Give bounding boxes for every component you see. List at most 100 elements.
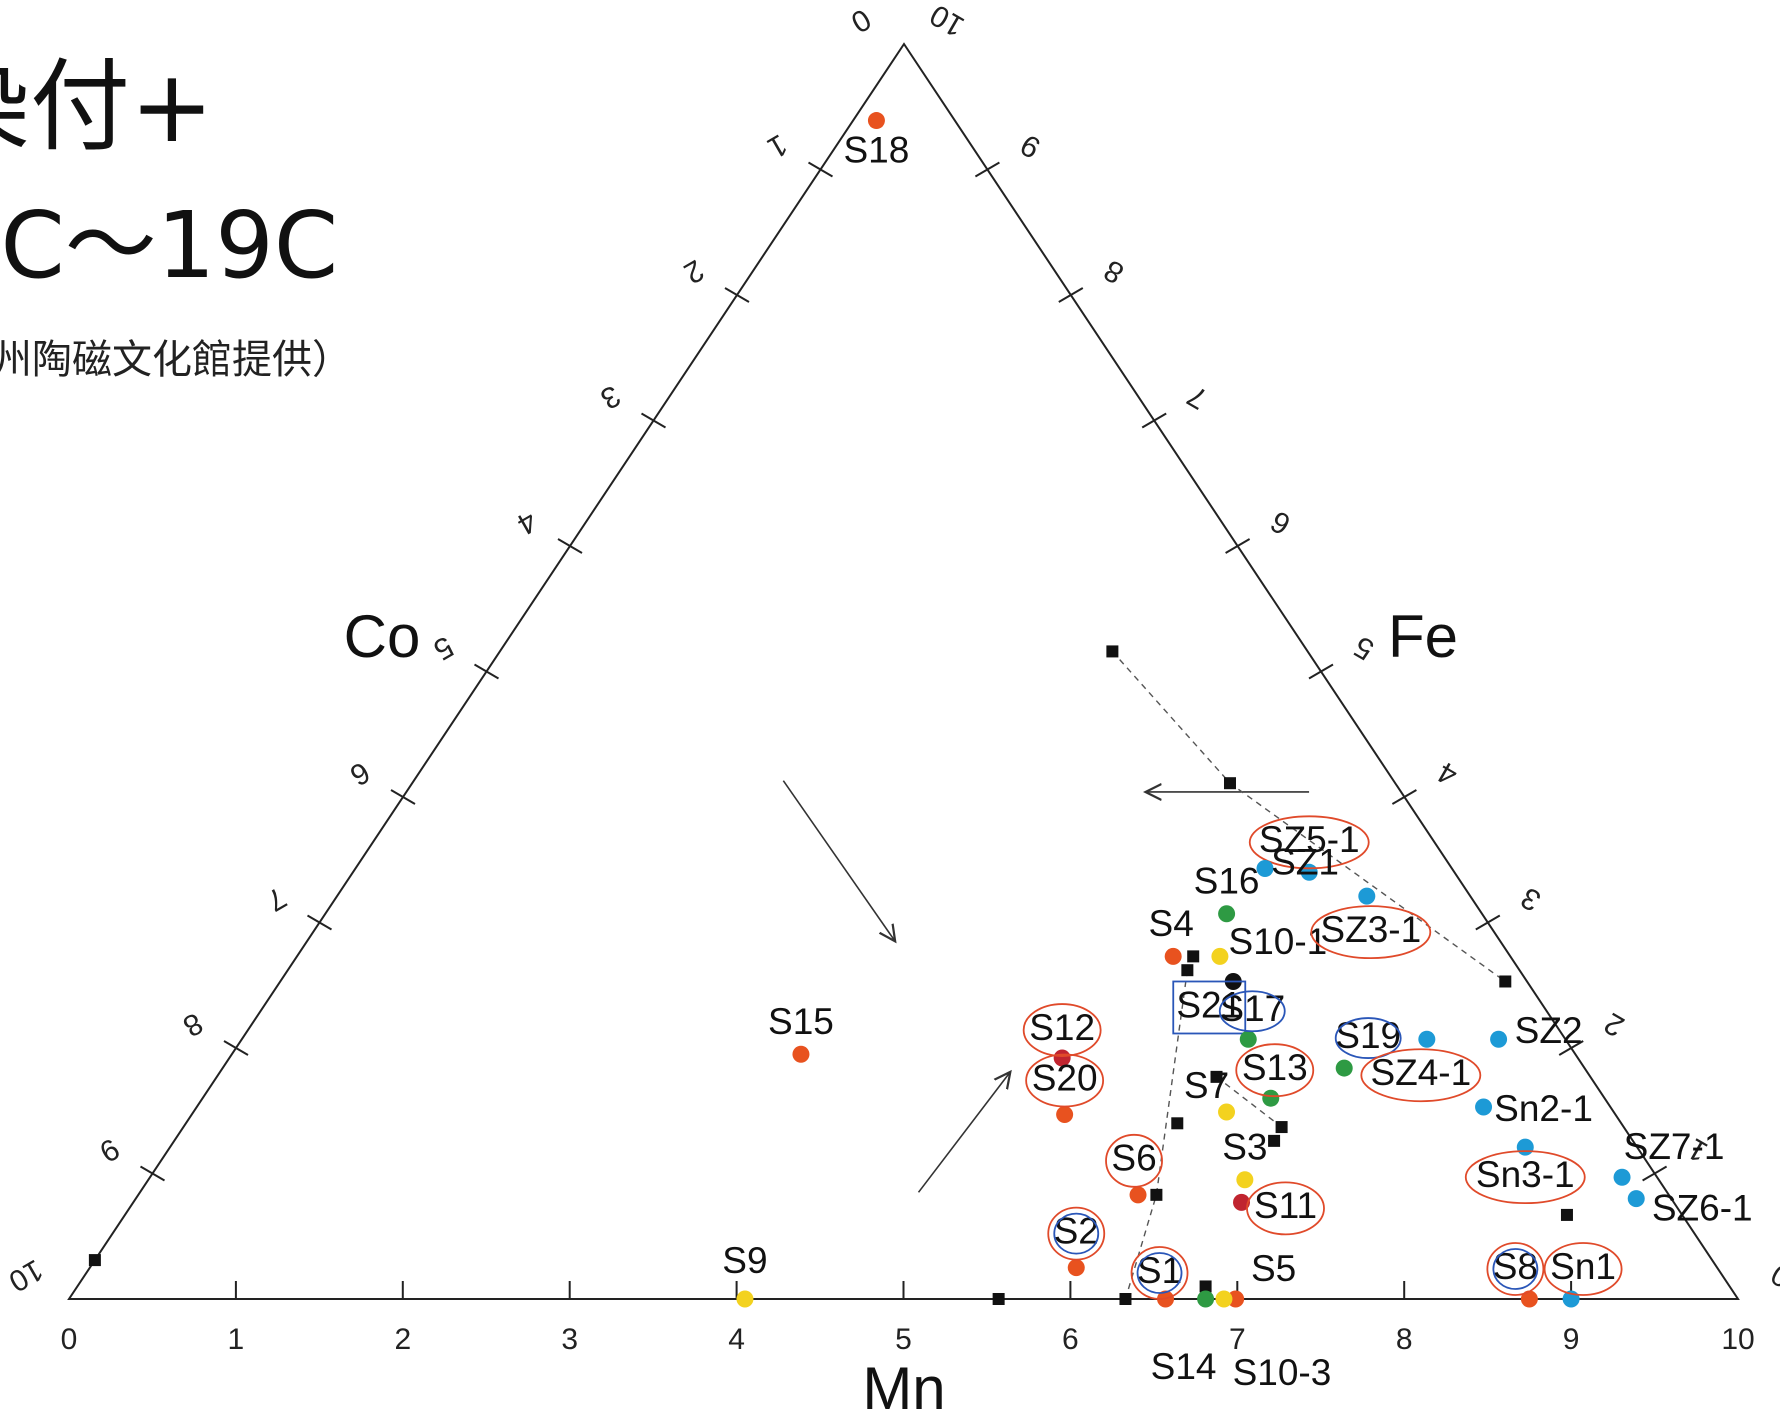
point-label-sz1: SZ1 <box>1271 841 1339 882</box>
right-tick <box>1308 663 1334 680</box>
reference-square <box>1119 1293 1132 1305</box>
reference-square <box>1275 1121 1288 1134</box>
point-label-s10-3: S10-3 <box>1233 1352 1332 1393</box>
point-s14 <box>1197 1290 1215 1308</box>
point-s6 <box>1129 1186 1147 1204</box>
left-tick-label: 10 <box>3 1253 48 1298</box>
right-tick-label: 5 <box>1349 629 1380 666</box>
right-tick <box>974 161 1000 178</box>
reference-square <box>1499 975 1512 988</box>
highlight-ring-red <box>1464 1150 1586 1205</box>
highlight-ring-red <box>1248 815 1370 870</box>
bottom-tick-label: 8 <box>1396 1323 1413 1356</box>
direction-arrow <box>782 780 895 942</box>
right-tick <box>1391 789 1417 805</box>
point-s13 <box>1262 1089 1280 1107</box>
direction-arrow <box>917 1072 1011 1193</box>
point-s15 <box>792 1045 810 1063</box>
point-label-s17: S17 <box>1219 988 1285 1029</box>
point-sz2 <box>1490 1030 1508 1048</box>
point-s8 <box>1520 1290 1538 1308</box>
point-label-sn1: Sn1 <box>1550 1246 1616 1287</box>
highlight-box-blue <box>1172 980 1247 1035</box>
dashed-trend-line <box>1216 1076 1283 1128</box>
right-tick <box>1141 412 1167 429</box>
right-tick-label: 7 <box>1182 378 1213 415</box>
point-s9 <box>736 1290 754 1308</box>
bottom-tick-label: 6 <box>1062 1323 1079 1356</box>
point-label-s15: S15 <box>768 1001 834 1042</box>
point-sz6-1 <box>1627 1190 1645 1208</box>
reference-square <box>88 1254 101 1267</box>
bottom-tick-label: 7 <box>1229 1323 1246 1356</box>
point-s19 <box>1335 1059 1353 1077</box>
point-label-s1: S1 <box>1137 1250 1182 1291</box>
point-label-sz6-1: SZ6-1 <box>1652 1187 1753 1228</box>
point-label-s20: S20 <box>1032 1057 1098 1098</box>
right-tick <box>1225 538 1251 554</box>
reference-square <box>1187 950 1200 963</box>
right-tick-label: 9 <box>1015 127 1046 164</box>
axis-name-mn: Mn <box>862 1355 945 1422</box>
highlight-ring-blue <box>1136 1252 1183 1294</box>
right-tick-label: 6 <box>1265 504 1296 541</box>
point-label-sz4-1: SZ4-1 <box>1370 1052 1471 1093</box>
point-label-s12: S12 <box>1029 1007 1095 1048</box>
highlight-ring-red <box>1486 1242 1545 1296</box>
left-tick <box>724 287 750 303</box>
point-label-sn3-1: Sn3-1 <box>1476 1154 1575 1195</box>
point-s20 <box>1056 1106 1074 1124</box>
point-label-s8: S8 <box>1493 1246 1538 1287</box>
point-sz1 <box>1256 860 1274 878</box>
reference-square <box>1106 645 1119 658</box>
point-s5 <box>1227 1290 1245 1308</box>
reference-square <box>1150 1188 1163 1201</box>
bottom-tick-label: 10 <box>1721 1323 1754 1356</box>
left-tick-label: 0 <box>845 2 876 39</box>
point-s4 <box>1164 947 1182 965</box>
right-tick <box>1475 914 1501 931</box>
right-tick <box>1558 1040 1584 1056</box>
right-tick-label: 2 <box>1599 1006 1630 1043</box>
right-tick <box>1058 287 1084 303</box>
left-tick <box>807 161 834 178</box>
point-label-s16: S16 <box>1194 860 1260 901</box>
bottom-tick-label: 5 <box>895 1323 912 1356</box>
right-tick-label: 3 <box>1516 880 1547 917</box>
left-tick-label: 4 <box>511 504 542 541</box>
left-tick-label: 6 <box>344 755 375 792</box>
highlight-ring-red <box>1025 1053 1105 1108</box>
point-s2 <box>1067 1259 1085 1277</box>
right-tick-label: 0 <box>1766 1257 1780 1294</box>
highlight-ring-red <box>1310 905 1432 960</box>
point-sn2-1 <box>1475 1098 1493 1116</box>
point-label-s19: S19 <box>1335 1015 1401 1056</box>
point-label-s10-1: S10-1 <box>1229 921 1328 962</box>
right-tick-label: 10 <box>925 0 970 43</box>
heading-block: 染付+ 8C～19C 九州陶磁文化館提供） <box>0 0 420 420</box>
highlight-ring-blue <box>1053 1212 1100 1255</box>
point-label-s7: S7 <box>1184 1065 1229 1106</box>
point-label-s3: S3 <box>1222 1127 1267 1168</box>
left-tick <box>640 412 667 429</box>
axis-name-co: Co <box>344 603 421 670</box>
left-tick <box>306 914 333 931</box>
left-tick-label: 2 <box>678 253 709 290</box>
right-tick-label: 8 <box>1099 253 1130 290</box>
left-tick <box>390 789 416 805</box>
point-label-s11: S11 <box>1254 1185 1317 1226</box>
point-label-s9: S9 <box>722 1240 767 1281</box>
reference-square <box>992 1293 1005 1305</box>
point-sz7-1 <box>1613 1168 1631 1186</box>
right-tick-label: 4 <box>1432 755 1463 792</box>
point-s16 <box>1218 905 1236 923</box>
bottom-tick-label: 3 <box>561 1323 578 1356</box>
left-tick-label: 5 <box>428 629 459 666</box>
reference-square <box>1171 1117 1184 1130</box>
axis-name-fe: Fe <box>1388 603 1458 670</box>
left-tick <box>557 538 583 554</box>
heading-line-2: 8C～19C <box>0 192 339 299</box>
point-label-s14: S14 <box>1151 1346 1217 1387</box>
heading-line-1: 染付+ <box>0 48 214 165</box>
